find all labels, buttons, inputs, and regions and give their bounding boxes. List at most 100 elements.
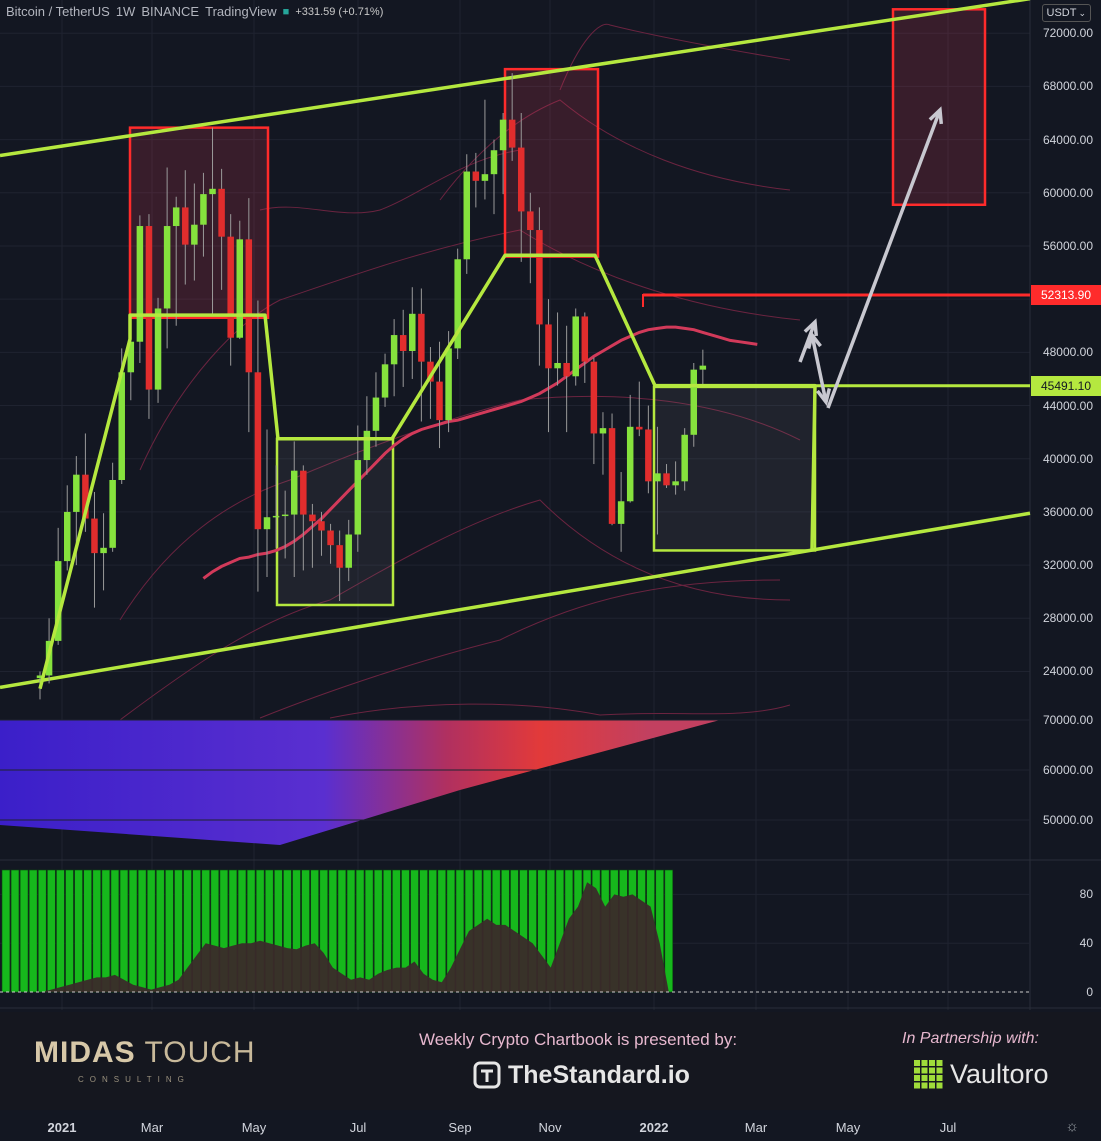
candle[interactable] [227, 214, 234, 366]
candle[interactable] [463, 154, 471, 274]
candle-body [409, 313, 416, 352]
candle[interactable] [136, 215, 144, 363]
candle-body [345, 534, 352, 568]
candle[interactable] [372, 372, 380, 447]
candle-body [463, 171, 471, 260]
x-axis-tick-label: Mar [744, 1120, 768, 1135]
candle[interactable] [409, 287, 416, 379]
candle[interactable] [699, 349, 707, 387]
candle-body [581, 316, 589, 362]
candle[interactable] [218, 168, 225, 290]
histogram-bar [28, 869, 38, 993]
candle[interactable] [626, 394, 634, 503]
midas-touch-logo[interactable]: MIDAS TOUCH [34, 1036, 256, 1069]
candle[interactable] [272, 465, 280, 548]
zigzag-trend-line [38, 253, 817, 690]
candle[interactable] [191, 183, 198, 281]
thestandard-logo[interactable]: TheStandard.io [472, 1060, 690, 1090]
candle[interactable] [527, 192, 534, 284]
candle[interactable] [345, 519, 352, 582]
y-axis-tick-label: 80 [1079, 887, 1093, 902]
candle[interactable] [636, 381, 643, 437]
candle[interactable] [290, 441, 298, 578]
candle[interactable] [209, 127, 216, 314]
candle[interactable] [63, 485, 71, 571]
candle[interactable] [472, 152, 480, 208]
currency-selector[interactable]: USDT ⌄ [1041, 4, 1091, 22]
histogram-bar [664, 869, 674, 993]
candle[interactable] [654, 426, 661, 535]
candle[interactable] [645, 405, 652, 494]
vaultoro-icon-cell [936, 1082, 943, 1089]
candle[interactable] [427, 347, 434, 419]
x-axis-tick-label: Jul [349, 1120, 367, 1135]
candle-body [290, 470, 298, 515]
x-axis-tick-label: Jul [939, 1120, 957, 1135]
candle[interactable] [490, 139, 498, 215]
candle[interactable] [54, 527, 62, 645]
candle[interactable] [254, 300, 262, 592]
candle-body [545, 324, 552, 369]
candle[interactable] [309, 503, 316, 568]
retest-arrow [806, 331, 832, 406]
candle[interactable] [481, 99, 489, 200]
candle[interactable] [690, 362, 698, 447]
candle[interactable] [399, 309, 407, 387]
candle-body [254, 372, 262, 530]
candle[interactable] [608, 413, 616, 526]
candle[interactable] [572, 308, 579, 386]
candle[interactable] [281, 490, 289, 559]
time-axis-background [0, 1110, 1101, 1141]
candle[interactable] [236, 220, 244, 340]
candle[interactable] [200, 172, 207, 257]
candle[interactable] [617, 472, 625, 552]
candle[interactable] [336, 530, 343, 601]
candle[interactable] [263, 429, 271, 578]
y-axis-tick-label: 50000.00 [1042, 813, 1093, 827]
symbol-label[interactable]: Bitcoin / TetherUS [6, 4, 110, 19]
histogram-bar [119, 869, 129, 993]
x-axis-tick-label: May [835, 1120, 861, 1135]
candle[interactable] [499, 113, 507, 195]
candle[interactable] [163, 167, 171, 349]
candle[interactable] [109, 462, 116, 552]
candle[interactable] [318, 511, 325, 556]
y-axis-tick-label: 64000.00 [1042, 132, 1093, 147]
candle[interactable] [599, 412, 607, 475]
candle[interactable] [327, 523, 334, 564]
vaultoro-icon-cell [936, 1075, 943, 1081]
candle[interactable] [672, 461, 679, 495]
candle[interactable] [663, 464, 670, 488]
candle[interactable] [182, 170, 189, 285]
resistance-zone [128, 126, 270, 320]
candle[interactable] [536, 207, 543, 366]
vaultoro-logo[interactable]: Vaultoro [912, 1058, 1049, 1090]
candle[interactable] [545, 299, 552, 433]
candle[interactable] [381, 353, 389, 407]
candle[interactable] [354, 425, 362, 552]
candle[interactable] [418, 288, 425, 422]
candle[interactable] [172, 196, 180, 326]
candle[interactable] [508, 73, 516, 161]
y-axis-tick-label: 32000.00 [1042, 558, 1093, 573]
histogram-bar [101, 869, 111, 993]
candle[interactable] [554, 312, 561, 386]
candle[interactable] [517, 113, 525, 262]
candle-body [418, 313, 425, 362]
candle[interactable] [590, 357, 598, 465]
interval-label[interactable]: 1W [115, 4, 136, 19]
candle[interactable] [454, 248, 461, 359]
candle[interactable] [681, 428, 688, 491]
candle-body [227, 236, 234, 338]
settings-gear-icon[interactable]: ☼ [1065, 1118, 1079, 1135]
candle[interactable] [581, 312, 589, 383]
candle[interactable] [390, 319, 398, 397]
candle[interactable] [91, 491, 98, 608]
candle[interactable] [563, 325, 570, 433]
candle-body [454, 259, 461, 349]
candle[interactable] [300, 465, 307, 571]
candle[interactable] [363, 396, 371, 475]
x-axis-tick-label: Sep [448, 1120, 472, 1135]
candle[interactable] [100, 513, 107, 591]
